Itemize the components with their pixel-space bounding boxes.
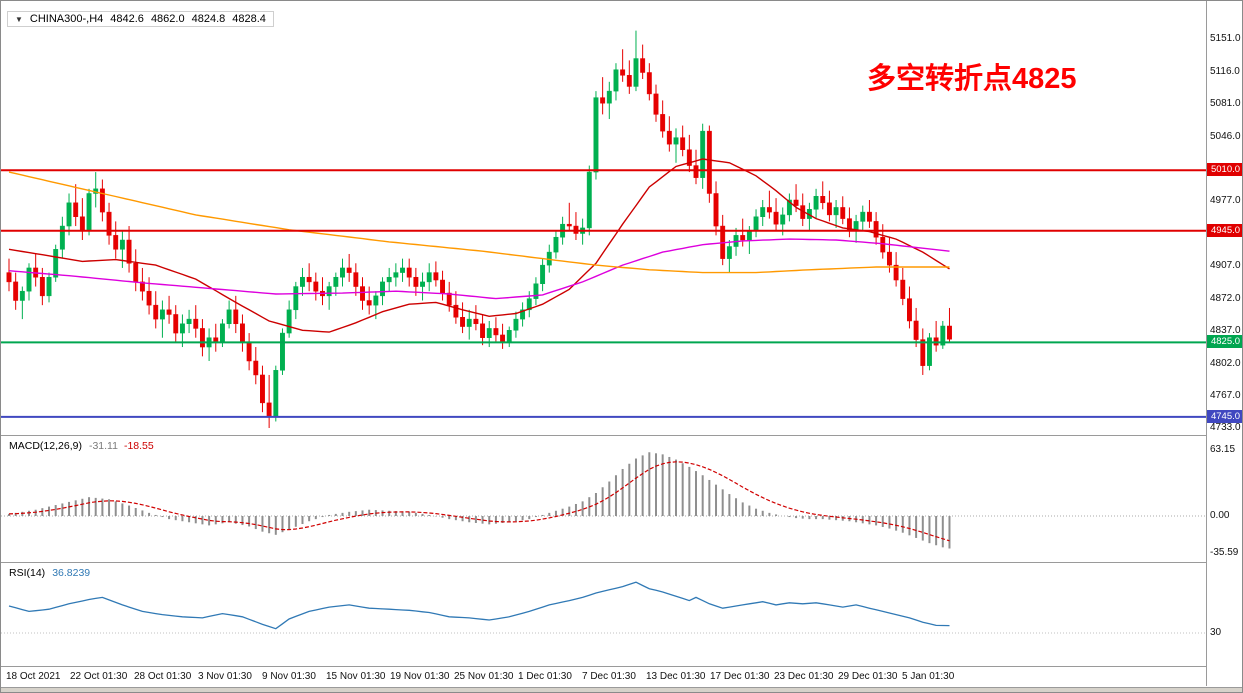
- macd-name: MACD(12,26,9): [9, 440, 82, 452]
- time-label: 29 Dec 01:30: [838, 671, 898, 682]
- time-label: 28 Oct 01:30: [134, 671, 192, 682]
- price-tick: 4767.0: [1210, 390, 1241, 402]
- candles: [6, 30, 952, 428]
- rsi-indicator-label: RSI(14) 36.8239: [9, 567, 90, 579]
- ma-fast-red: [8, 158, 950, 333]
- panel-separator[interactable]: [1, 435, 1206, 436]
- ma-slow-orange: [8, 171, 950, 274]
- main-price-chart[interactable]: [1, 1, 1206, 435]
- macd-tick: 63.15: [1210, 444, 1236, 455]
- low-value: 4824.8: [191, 13, 226, 25]
- price-tick: 5081.0: [1210, 98, 1241, 110]
- ma-mid-magenta: [8, 238, 950, 300]
- time-label: 25 Nov 01:30: [454, 671, 514, 682]
- price-tick: 4837.0: [1210, 325, 1241, 337]
- macd-panel[interactable]: [1, 436, 1206, 562]
- time-label: 15 Nov 01:30: [326, 671, 386, 682]
- macd-histogram: [8, 452, 951, 549]
- panel-separator[interactable]: [1, 562, 1206, 563]
- time-label: 22 Oct 01:30: [70, 671, 128, 682]
- time-label: 7 Dec 01:30: [582, 671, 636, 682]
- rsi-line: [8, 581, 950, 630]
- panel-separator[interactable]: [1, 666, 1206, 667]
- time-label: 1 Dec 01:30: [518, 671, 572, 682]
- time-label: 9 Nov 01:30: [262, 671, 316, 682]
- time-label: 19 Nov 01:30: [390, 671, 450, 682]
- time-label: 5 Jan 01:30: [902, 671, 955, 682]
- collapse-icon[interactable]: ▼: [15, 14, 23, 24]
- macd-signal-line: [8, 461, 950, 542]
- price-tag: 4745.0: [1207, 409, 1242, 423]
- macd-indicator-label: MACD(12,26,9) -31.11 -18.55: [9, 440, 154, 452]
- time-label: 3 Nov 01:30: [198, 671, 252, 682]
- price-tick: 5046.0: [1210, 130, 1241, 142]
- macd-tick: 0.00: [1210, 510, 1230, 521]
- time-label: 17 Dec 01:30: [710, 671, 770, 682]
- price-tick: 5116.0: [1210, 65, 1240, 77]
- price-tag: 4825.0: [1207, 335, 1242, 349]
- open-value: 4842.6: [110, 13, 144, 25]
- time-label: 18 Oct 2021: [6, 671, 61, 682]
- rsi-panel[interactable]: [1, 563, 1206, 666]
- chart-info-box[interactable]: ▼ CHINA300-,H4 4842.6 4862.0 4824.8 4828…: [7, 11, 274, 27]
- price-tick: 4733.0: [1210, 421, 1241, 433]
- rsi-name: RSI(14): [9, 567, 46, 579]
- annotation-text: 多空转折点4825: [867, 63, 1077, 95]
- time-label: 13 Dec 01:30: [646, 671, 706, 682]
- rsi-value: 36.8239: [52, 567, 91, 579]
- close-value: 4828.4: [232, 13, 266, 25]
- price-tick: 5151.0: [1210, 33, 1241, 44]
- macd-signal-value: -18.55: [123, 440, 154, 452]
- macd-tick: -35.59: [1210, 547, 1239, 559]
- price-tag: 4945.0: [1207, 223, 1242, 237]
- price-tick: 4872.0: [1210, 292, 1241, 304]
- price-axis[interactable]: 5151.0 5116.0 5081.0 5046.0 4977.0 4907.0 4872…: [1206, 1, 1242, 686]
- horizontal-scrollbar[interactable]: [1, 687, 1242, 692]
- time-axis[interactable]: 18 Oct 2021 22 Oct 01:30 28 Oct 01:30 3 Nov…: [1, 667, 1206, 686]
- high-value: 4862.0: [150, 13, 185, 25]
- rsi-tick: 30: [1210, 627, 1222, 638]
- price-tick: 4907.0: [1210, 260, 1241, 272]
- symbol-period-label: CHINA300-,H4: [29, 13, 104, 25]
- price-tick: 4802.0: [1210, 357, 1241, 369]
- time-label: 23 Dec 01:30: [774, 671, 834, 682]
- price-tick: 4977.0: [1210, 194, 1241, 206]
- price-tag: 5010.0: [1207, 163, 1242, 177]
- macd-main-value: -31.11: [88, 440, 118, 452]
